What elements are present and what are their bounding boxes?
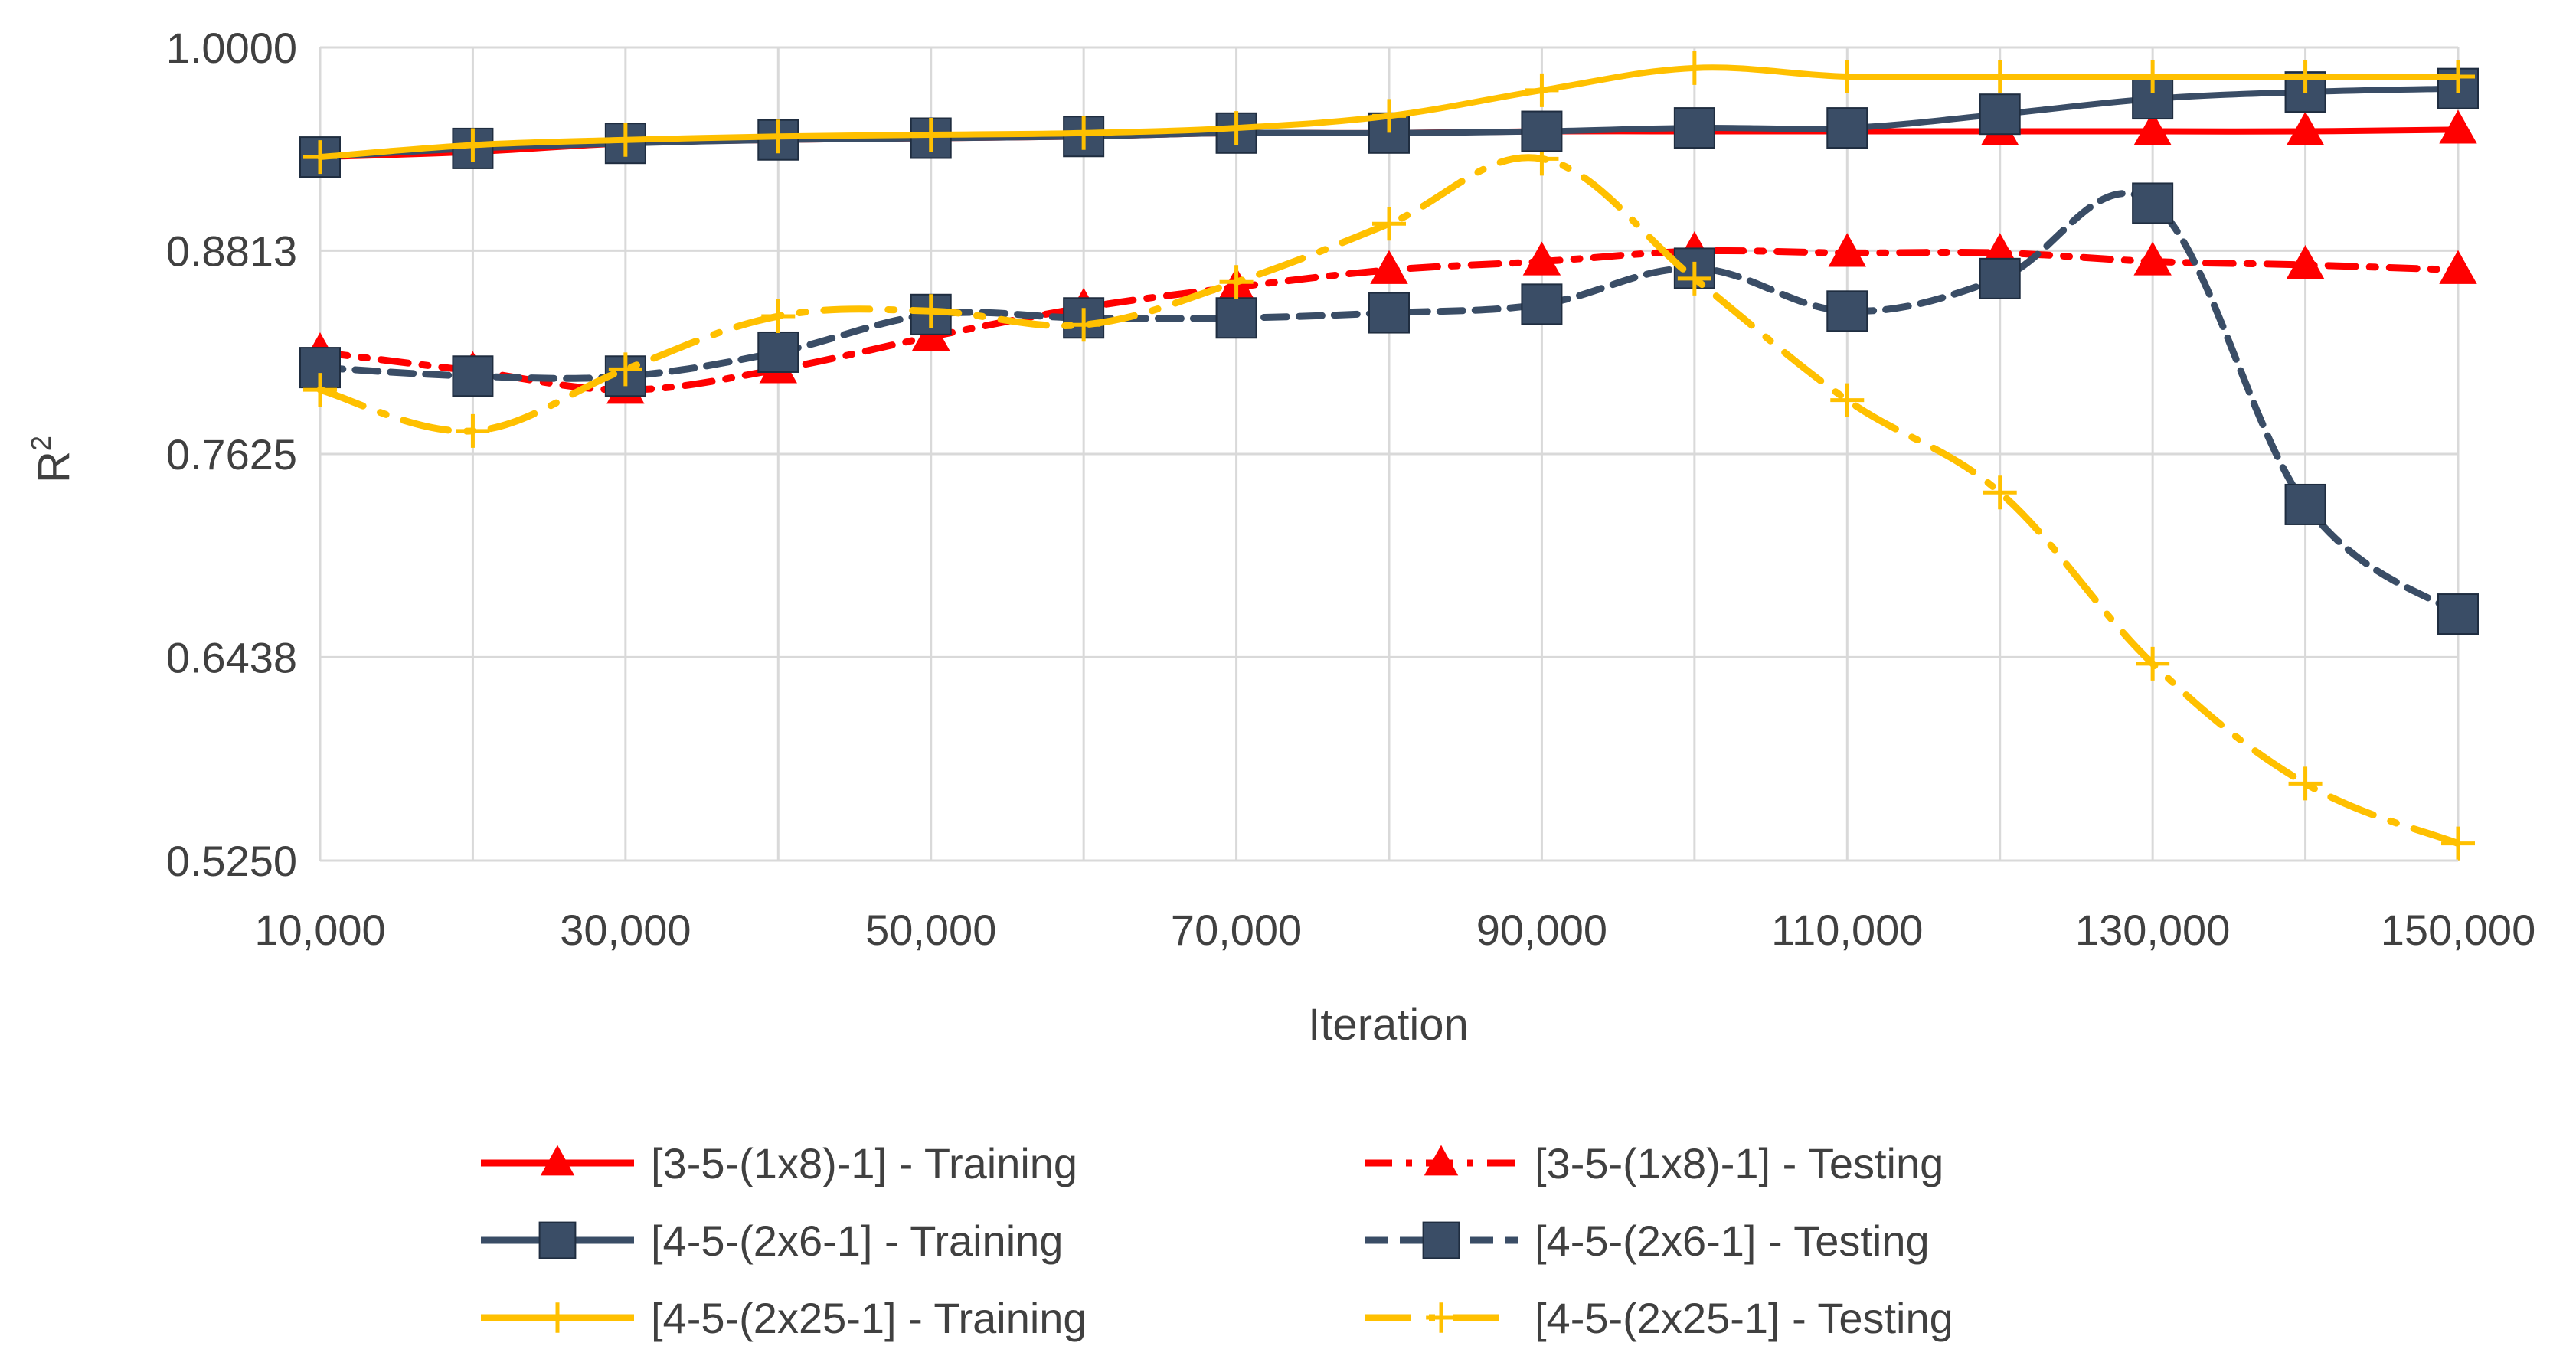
y-tick-label: 1.0000	[166, 24, 297, 72]
data-point	[757, 331, 799, 373]
data-point	[1830, 383, 1865, 417]
data-point	[1677, 261, 1711, 296]
data-point	[608, 123, 642, 157]
data-point	[1521, 110, 1563, 152]
data-point	[2132, 78, 2174, 120]
data-point	[1219, 111, 1254, 145]
legend-label: [4-5-(2x25-1] - Training	[651, 1294, 1087, 1342]
data-point	[2133, 111, 2172, 145]
x-tick-label: 110,000	[1771, 906, 1923, 954]
data-point	[2439, 109, 2477, 144]
data-point	[1372, 207, 1406, 241]
data-point	[1067, 308, 1101, 342]
data-point	[1370, 250, 1408, 284]
data-point	[2132, 182, 2174, 224]
series-6	[303, 142, 2475, 861]
data-point	[2284, 483, 2326, 525]
legend-label: [3-5-(1x8)-1] - Testing	[1535, 1139, 1943, 1187]
legend-marker	[1424, 1145, 1459, 1176]
data-point	[914, 294, 948, 328]
y-tick-label: 0.8813	[166, 227, 297, 275]
data-point	[2286, 111, 2325, 145]
data-point	[1983, 475, 2017, 510]
data-point	[456, 128, 490, 162]
x-tick-label: 30,000	[560, 906, 691, 954]
data-point	[1525, 73, 1559, 107]
data-point	[303, 373, 337, 407]
data-point	[2133, 241, 2172, 276]
data-point	[2288, 60, 2323, 94]
data-point	[456, 413, 490, 448]
legend-label: [3-5-(1x8)-1] - Training	[651, 1139, 1077, 1187]
data-point	[2437, 593, 2479, 635]
legend-marker	[1426, 1302, 1456, 1333]
data-point	[761, 119, 796, 154]
data-point	[1372, 99, 1406, 133]
x-tick-label: 150,000	[2381, 906, 2535, 954]
data-point	[2136, 60, 2170, 94]
y-tick-label: 0.5250	[166, 837, 297, 885]
grid-layer	[319, 46, 2460, 862]
axis-layer: 0.5250 0.6438 0.7625 0.8813 1.0000 10,000 30,0…	[166, 24, 2536, 954]
legend-item-4: [4-5-(2x6-1] - Testing	[1365, 1217, 1930, 1265]
legend-marker	[1422, 1221, 1460, 1259]
data-point	[2286, 244, 2325, 279]
data-point	[1522, 241, 1561, 276]
legend-item-1: [3-5-(1x8)-1] - Training	[481, 1139, 1077, 1187]
data-point	[1979, 257, 2021, 299]
data-point	[1828, 233, 1866, 267]
data-point	[1830, 60, 1865, 94]
data-point	[761, 299, 796, 334]
data-point	[2288, 766, 2323, 801]
y-tick-label: 0.7625	[166, 430, 297, 479]
x-tick-label: 10,000	[254, 906, 385, 954]
data-point	[1826, 107, 1868, 149]
data-point	[914, 118, 948, 152]
data-point	[1979, 93, 2021, 136]
x-tick-label: 90,000	[1476, 906, 1607, 954]
y-tick-label: 0.6438	[166, 633, 297, 681]
series-line	[316, 154, 2462, 848]
data-point	[452, 355, 494, 397]
data-point	[1368, 292, 1410, 334]
legend: [3-5-(1x8)-1] - Training [3-5-(1x8)-1] - …	[481, 1139, 1953, 1342]
legend-label: [4-5-(2x6-1] - Training	[651, 1217, 1063, 1265]
legend-item-5: [4-5-(2x25-1] - Training	[481, 1294, 1087, 1342]
data-point	[1219, 265, 1254, 299]
data-point	[303, 140, 337, 175]
data-point	[1067, 116, 1101, 150]
legend-item-3: [4-5-(2x6-1] - Training	[481, 1217, 1063, 1265]
data-point	[1521, 283, 1563, 325]
x-axis-title: Iteration	[1308, 1000, 1469, 1050]
data-point	[2441, 60, 2475, 94]
x-tick-label: 70,000	[1171, 906, 1302, 954]
legend-item-6: [4-5-(2x25-1] - Testing	[1365, 1294, 1953, 1342]
data-point	[608, 352, 642, 387]
data-point	[2439, 250, 2477, 284]
legend-label: [4-5-(2x6-1] - Testing	[1535, 1217, 1930, 1265]
y-axis-title: R2	[25, 436, 79, 483]
data-point	[1677, 51, 1711, 85]
y-axis-title-main: R	[29, 451, 79, 483]
legend-label: [4-5-(2x25-1] - Testing	[1535, 1294, 1953, 1342]
data-point	[1826, 290, 1868, 332]
x-tick-label: 50,000	[865, 906, 996, 954]
data-point	[1983, 60, 2017, 94]
series-5	[303, 51, 2475, 175]
y-axis-title-superscript: 2	[25, 436, 57, 451]
x-tick-label: 130,000	[2075, 906, 2230, 954]
legend-marker	[542, 1302, 573, 1333]
legend-marker	[540, 1145, 575, 1176]
legend-item-2: [3-5-(1x8)-1] - Testing	[1365, 1139, 1943, 1187]
data-point	[1673, 107, 1715, 149]
data-point	[1215, 297, 1257, 339]
series-layer	[299, 51, 2479, 861]
data-point	[2136, 646, 2170, 681]
data-point	[2441, 826, 2475, 861]
legend-marker	[538, 1221, 577, 1259]
